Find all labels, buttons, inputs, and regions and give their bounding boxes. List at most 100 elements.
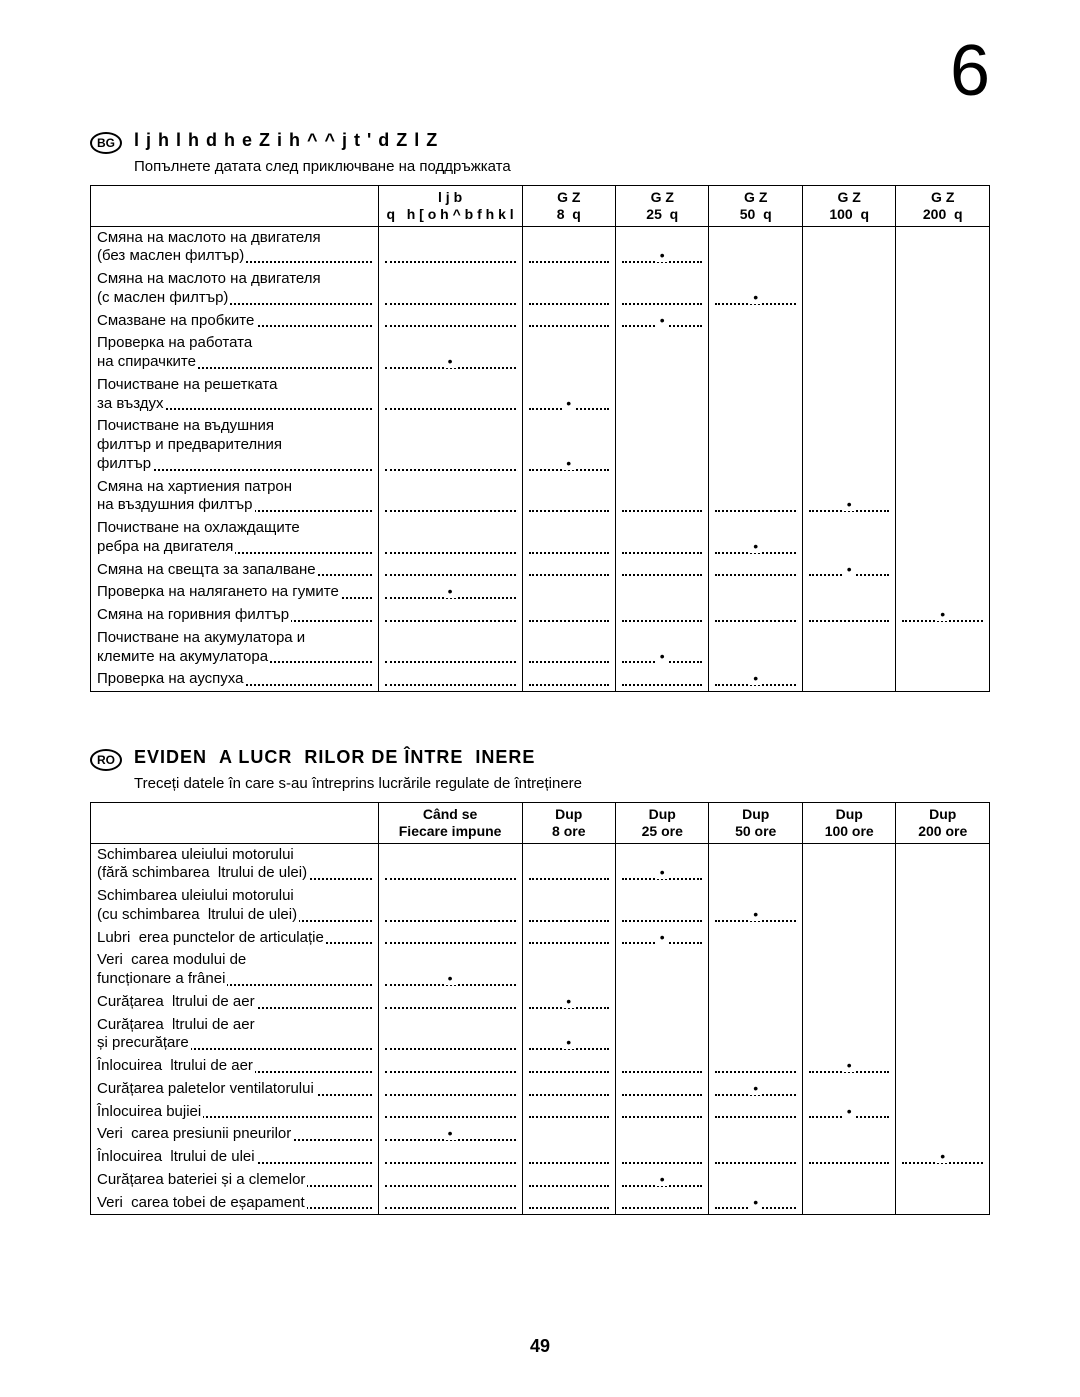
interval-cell: •	[522, 455, 615, 476]
interval-cell	[616, 1146, 709, 1169]
interval-cell	[616, 496, 709, 517]
interval-cell	[896, 436, 990, 455]
interval-cell	[896, 1055, 990, 1078]
bullet-icon: •	[657, 248, 668, 262]
task-text: (без маслен филтър)	[97, 247, 246, 264]
task-cell: Смяна на маслото на двигателя	[91, 268, 379, 289]
interval-cell	[616, 415, 709, 436]
interval-cell	[522, 310, 615, 333]
bullet-icon: •	[750, 671, 761, 685]
task-text: Curățarea ltrului de aer	[97, 1016, 257, 1033]
interval-cell: •	[616, 648, 709, 669]
interval-cell	[522, 268, 615, 289]
interval-cell	[802, 395, 895, 416]
required-cell	[378, 906, 522, 927]
interval-cell	[709, 885, 802, 906]
interval-cell	[522, 559, 615, 582]
interval-cell	[896, 289, 990, 310]
interval-cell	[896, 455, 990, 476]
interval-cell	[802, 415, 895, 436]
interval-cell	[709, 991, 802, 1014]
task-cell: Înlocuirea ltrului de ulei	[91, 1146, 379, 1169]
interval-cell	[522, 476, 615, 497]
interval-cell	[522, 374, 615, 395]
task-cell: на спирачките	[91, 353, 379, 374]
interval-cell	[709, 226, 802, 247]
task-text: на спирачките	[97, 353, 198, 370]
required-cell	[378, 374, 522, 395]
interval-cell	[896, 927, 990, 950]
interval-cell	[802, 843, 895, 864]
task-cell: Schimbarea uleiului motorului	[91, 885, 379, 906]
task-text: (fără schimbarea ltrului de ulei)	[97, 864, 309, 881]
interval-cell: •	[802, 1055, 895, 1078]
interval-cell	[616, 627, 709, 648]
task-cell: Почистване на акумулатора и	[91, 627, 379, 648]
task-cell: Проверка на налягането на гумите	[91, 581, 379, 604]
interval-cell	[522, 1146, 615, 1169]
interval-cell	[709, 436, 802, 455]
interval-cell	[522, 581, 615, 604]
interval-cell: •	[802, 496, 895, 517]
interval-cell	[709, 627, 802, 648]
task-cell: (fără schimbarea ltrului de ulei)	[91, 864, 379, 885]
required-cell	[378, 1014, 522, 1035]
interval-cell	[709, 455, 802, 476]
interval-cell	[896, 310, 990, 333]
task-text: за въздух	[97, 395, 166, 412]
interval-cell: •	[709, 1078, 802, 1101]
interval-cell: •	[896, 1146, 990, 1169]
interval-cell	[802, 949, 895, 970]
maintenance-table: Când seFiecare impuneDup8 oreDup25 oreDu…	[90, 802, 990, 1215]
task-text: Смяна на горивния филтър	[97, 606, 291, 623]
task-cell: ребра на двигателя	[91, 538, 379, 559]
required-cell	[378, 455, 522, 476]
interval-cell	[709, 395, 802, 416]
task-text: на въздушния филтър	[97, 496, 255, 513]
interval-cell	[522, 538, 615, 559]
interval-cell	[896, 332, 990, 353]
task-text: Проверка на работата	[97, 334, 254, 351]
task-text: și precurățare	[97, 1034, 191, 1051]
task-cell: на въздушния филтър	[91, 496, 379, 517]
interval-cell: •	[616, 864, 709, 885]
required-cell	[378, 604, 522, 627]
task-text: Смазване на пробките	[97, 312, 256, 329]
interval-cell: •	[709, 906, 802, 927]
task-cell: Смяна на свещта за запалване	[91, 559, 379, 582]
bullet-icon: •	[563, 1035, 574, 1049]
interval-cell: •	[522, 991, 615, 1014]
interval-cell	[522, 949, 615, 970]
interval-cell	[802, 226, 895, 247]
bullet-icon: •	[563, 456, 574, 470]
task-cell: Проверка на работата	[91, 332, 379, 353]
bullet-icon: •	[657, 1172, 668, 1186]
interval-cell	[802, 353, 895, 374]
interval-cell	[802, 517, 895, 538]
interval-cell	[616, 906, 709, 927]
interval-cell	[802, 1034, 895, 1055]
interval-cell	[709, 1146, 802, 1169]
bullet-icon: •	[563, 994, 574, 1008]
interval-cell	[896, 268, 990, 289]
interval-cell	[896, 991, 990, 1014]
required-cell	[378, 559, 522, 582]
interval-cell	[616, 1014, 709, 1035]
interval-cell	[616, 581, 709, 604]
interval-cell	[802, 455, 895, 476]
required-cell: •	[378, 353, 522, 374]
required-cell	[378, 843, 522, 864]
interval-cell: •	[616, 1169, 709, 1192]
required-cell	[378, 949, 522, 970]
interval-cell	[522, 1014, 615, 1035]
page-number-top: 6	[950, 30, 990, 112]
task-cell: Înlocuirea ltrului de aer	[91, 1055, 379, 1078]
interval-cell	[802, 1169, 895, 1192]
task-cell: Почистване на охлаждащите	[91, 517, 379, 538]
task-text: Lubri erea punctelor de articulație	[97, 929, 326, 946]
bullet-icon: •	[750, 907, 761, 921]
interval-cell	[802, 991, 895, 1014]
task-cell: Смяна на горивния филтър	[91, 604, 379, 627]
interval-cell	[522, 1101, 615, 1124]
bullet-icon: •	[937, 607, 948, 621]
